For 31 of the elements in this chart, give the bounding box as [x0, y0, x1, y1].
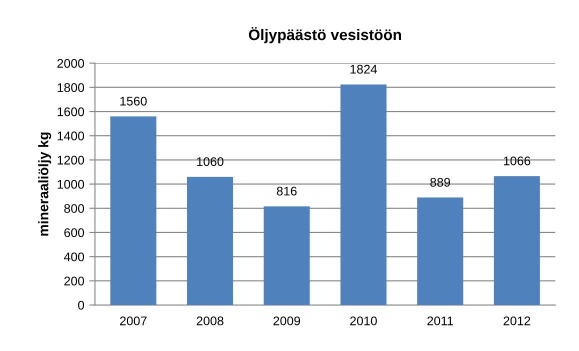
x-tick-label: 2009	[273, 316, 300, 326]
y-tick-label: 2000	[57, 58, 84, 68]
y-tick-label: 600	[64, 228, 84, 238]
data-label: 816	[276, 186, 297, 196]
bar	[494, 176, 540, 306]
x-tick-label: 2011	[427, 316, 454, 326]
data-label: 1060	[197, 157, 224, 166]
x-tick-label: 2008	[196, 316, 224, 326]
y-tick-label: 400	[64, 252, 84, 262]
data-label: 1560	[120, 96, 147, 106]
bar	[187, 176, 234, 306]
y-tick-label: 1800	[58, 83, 84, 92]
bar	[417, 198, 464, 306]
y-tick-label: 800	[64, 204, 84, 213]
x-tick-label: 2012	[504, 316, 530, 326]
y-tick-label: 1200	[58, 156, 84, 165]
y-tick-label: 0	[78, 300, 84, 310]
x-tick-label: 2007	[120, 316, 147, 326]
bar	[340, 84, 386, 306]
y-tick-label: 200	[64, 276, 84, 286]
bar	[264, 206, 310, 306]
data-label: 1066	[504, 156, 530, 166]
y-tick-label: 1600	[58, 107, 84, 116]
y-axis-title: mineraaliöljy kg	[38, 132, 52, 236]
bar	[110, 116, 156, 306]
y-tick-label: 1000	[58, 180, 84, 189]
data-label: 1824	[350, 64, 378, 74]
chart-title: Öljypäästö vesistöön	[248, 26, 402, 44]
x-tick-label: 2010	[350, 316, 377, 326]
y-tick-label: 1400	[58, 132, 84, 140]
data-label: 889	[430, 178, 450, 187]
